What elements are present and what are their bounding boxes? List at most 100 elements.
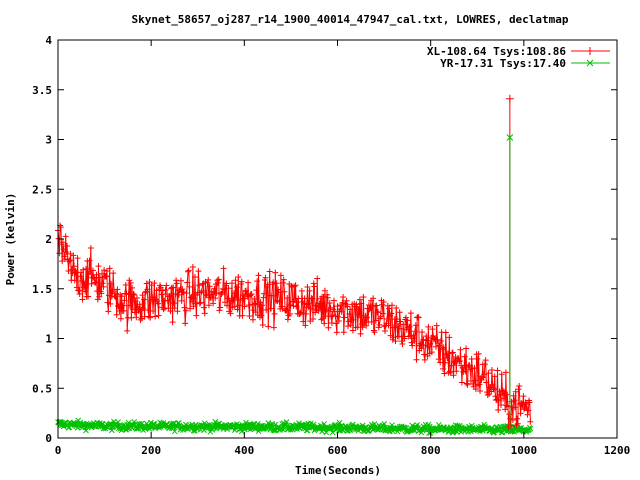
data-point (157, 284, 164, 291)
data-point (170, 300, 177, 307)
data-point (427, 340, 434, 347)
data-point (475, 350, 482, 357)
data-point (177, 277, 184, 284)
data-point (306, 287, 313, 294)
x-tick-label: 1200 (604, 444, 631, 457)
data-point (126, 277, 133, 284)
data-point (524, 411, 531, 418)
data-point (419, 329, 426, 336)
data-point (409, 342, 416, 349)
data-point (279, 279, 286, 286)
data-point (305, 300, 312, 307)
data-point (489, 381, 496, 388)
data-point (409, 335, 416, 342)
data-point (310, 315, 317, 322)
data-point (423, 337, 430, 344)
data-point (393, 316, 400, 323)
data-point (517, 410, 524, 417)
data-point (184, 268, 191, 275)
data-point (404, 317, 411, 324)
data-point (122, 282, 129, 289)
data-point (254, 278, 261, 285)
data-point (112, 290, 119, 297)
data-point (268, 305, 275, 312)
data-point (376, 321, 383, 328)
data-point (429, 326, 436, 333)
data-point (125, 419, 132, 426)
data-point (365, 301, 372, 308)
data-point (81, 281, 88, 288)
data-point (259, 321, 266, 328)
data-point (407, 310, 414, 317)
data-point (271, 310, 278, 317)
data-point (256, 301, 263, 308)
data-point (520, 393, 527, 400)
data-point (398, 338, 405, 345)
data-point (360, 293, 367, 300)
data-point (131, 309, 138, 316)
data-point (433, 343, 440, 350)
data-point (296, 420, 302, 426)
data-point (384, 316, 391, 323)
data-point (453, 368, 460, 375)
y-tick-label: 1 (45, 333, 52, 346)
data-point (440, 344, 447, 351)
data-point (426, 343, 433, 350)
data-point (344, 323, 351, 330)
data-point (381, 420, 388, 427)
data-point (436, 342, 443, 349)
data-point (290, 302, 297, 309)
y-tick-label: 0 (45, 432, 52, 445)
data-point (338, 308, 345, 315)
data-point (458, 379, 465, 386)
data-point (490, 385, 497, 392)
data-point (198, 287, 205, 294)
data-point (363, 314, 370, 321)
data-point (227, 310, 234, 317)
data-point (238, 278, 245, 285)
data-point (89, 267, 96, 274)
data-point (71, 277, 78, 284)
data-point (329, 312, 336, 319)
data-point (380, 299, 387, 306)
data-point (317, 304, 324, 311)
data-point (132, 298, 139, 305)
data-point (424, 423, 431, 430)
data-point (285, 312, 292, 319)
data-point (518, 401, 525, 408)
data-point (431, 335, 438, 342)
data-point (96, 274, 103, 281)
data-point (464, 381, 471, 388)
data-point (527, 425, 534, 432)
data-point (105, 308, 112, 315)
y-tick-label: 1.5 (32, 283, 52, 296)
data-point (216, 307, 223, 314)
data-point (460, 364, 467, 371)
x-tick-label: 0 (55, 444, 62, 457)
data-point (265, 323, 272, 330)
data-point (411, 338, 418, 345)
data-point (324, 291, 331, 298)
data-point (171, 428, 178, 435)
data-point (333, 329, 340, 336)
data-point (71, 263, 78, 270)
data-point (56, 250, 63, 257)
data-point (95, 263, 102, 270)
data-point (511, 397, 518, 404)
data-point (61, 253, 68, 260)
data-point (255, 272, 262, 279)
data-point (209, 291, 216, 298)
data-point (249, 301, 256, 308)
data-point (435, 356, 442, 363)
data-point (174, 308, 181, 315)
data-point (230, 297, 237, 304)
data-point (412, 322, 419, 329)
data-point (108, 280, 115, 287)
data-point (114, 286, 121, 293)
data-point (254, 420, 261, 427)
data-point (408, 339, 415, 346)
data-point (425, 323, 432, 330)
data-point (94, 296, 101, 303)
data-point (128, 314, 135, 321)
data-point (196, 282, 203, 289)
